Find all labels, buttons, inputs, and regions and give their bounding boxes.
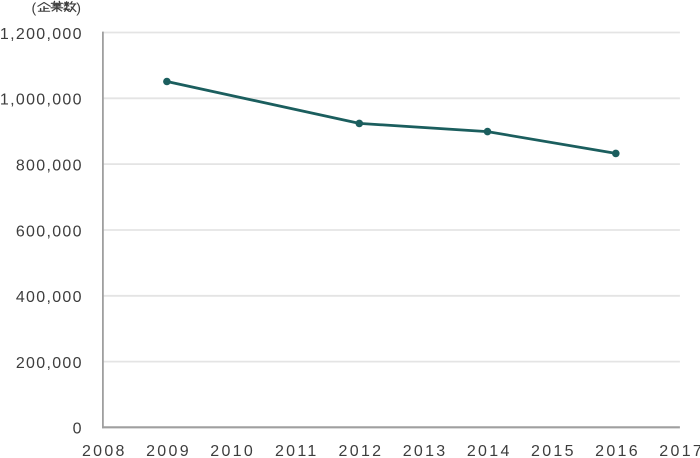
- svg-text:2016: 2016: [595, 443, 640, 458]
- svg-text:800,000: 800,000: [16, 157, 83, 174]
- svg-text:2009: 2009: [146, 443, 191, 458]
- svg-text:(: (: [32, 0, 37, 16]
- svg-text:600,000: 600,000: [16, 223, 83, 240]
- svg-text:2017: 2017: [659, 443, 700, 458]
- svg-text:2010: 2010: [210, 443, 255, 458]
- svg-text:1,200,000: 1,200,000: [0, 26, 83, 43]
- svg-text:400,000: 400,000: [16, 289, 83, 306]
- svg-text:1,000,000: 1,000,000: [0, 92, 83, 109]
- svg-text:2012: 2012: [339, 443, 384, 458]
- svg-text:): ): [76, 0, 81, 16]
- svg-text:2013: 2013: [403, 443, 448, 458]
- svg-text:200,000: 200,000: [16, 355, 83, 372]
- svg-text:2008: 2008: [82, 443, 127, 458]
- svg-text:2011: 2011: [275, 443, 319, 458]
- svg-text:2014: 2014: [467, 443, 512, 458]
- svg-text:2015: 2015: [531, 443, 576, 458]
- svg-text:0: 0: [73, 421, 83, 438]
